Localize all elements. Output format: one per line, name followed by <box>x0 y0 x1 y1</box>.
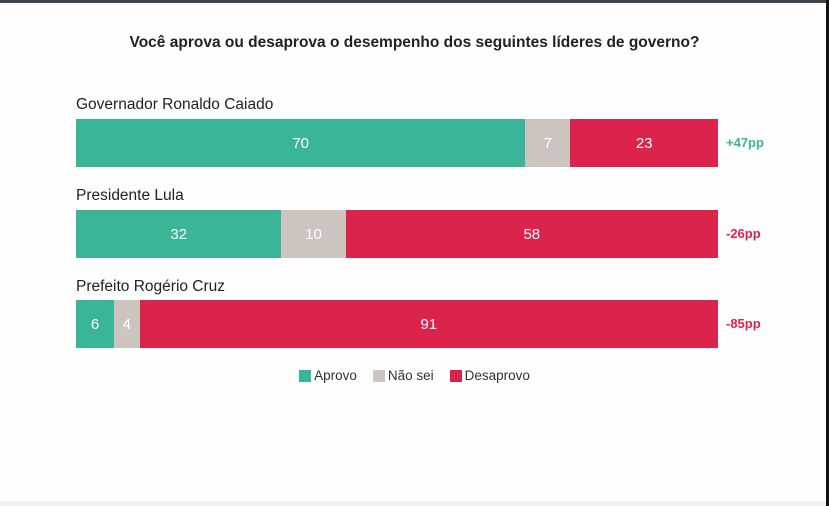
legend-swatch <box>372 369 385 382</box>
bar-segment-aprovo: 32 <box>76 210 282 258</box>
bar-segment-aprovo: 6 <box>76 300 115 348</box>
legend-swatch <box>449 369 462 382</box>
bar-segment-n-o-sei: 10 <box>281 210 346 258</box>
bar-segment-n-o-sei: 7 <box>525 119 571 167</box>
category-label: Prefeito Rogério Cruz <box>76 278 226 295</box>
legend: Aprovo Não sei Desaprovo <box>0 368 829 383</box>
data-label: 70 <box>292 134 310 152</box>
legend-item: Não sei <box>372 368 434 383</box>
legend-label: Não sei <box>387 368 434 383</box>
bar-segment-aprovo: 70 <box>76 119 526 167</box>
legend-label: Desaprovo <box>464 368 530 383</box>
bar-segment-desaprovo: 58 <box>345 210 718 258</box>
data-label: 58 <box>523 225 541 243</box>
legend-swatch <box>299 369 312 382</box>
data-label: 4 <box>122 315 132 333</box>
window-top-border <box>0 0 829 3</box>
stacked-bar: 6 4 91 <box>76 300 719 348</box>
data-label: 32 <box>170 225 188 243</box>
category-label: Governador Ronaldo Caiado <box>76 96 274 113</box>
bar-segment-desaprovo: 91 <box>139 300 719 348</box>
data-label: 23 <box>635 134 653 152</box>
window-bottom-border <box>0 501 826 506</box>
data-label: 91 <box>420 315 438 333</box>
net-approval-label: -26pp <box>726 226 761 241</box>
window-right-border <box>826 0 829 506</box>
legend-label: Aprovo <box>314 368 357 383</box>
net-approval-label: +47pp <box>726 135 764 150</box>
category-label: Presidente Lula <box>76 187 184 204</box>
data-label: 7 <box>543 134 553 152</box>
chart-title: Você aprova ou desaprova o desempenho do… <box>129 34 700 51</box>
bar-segment-n-o-sei: 4 <box>114 300 140 348</box>
bar-segment-desaprovo: 23 <box>570 119 718 167</box>
data-label: 6 <box>90 315 100 333</box>
stacked-bar: 32 10 58 <box>76 210 718 258</box>
legend-item: Desaprovo <box>449 368 530 383</box>
stacked-bar: 70 7 23 <box>76 119 718 167</box>
data-label: 10 <box>305 225 322 243</box>
legend-item: Aprovo <box>299 368 357 383</box>
net-approval-label: -85pp <box>726 316 761 331</box>
